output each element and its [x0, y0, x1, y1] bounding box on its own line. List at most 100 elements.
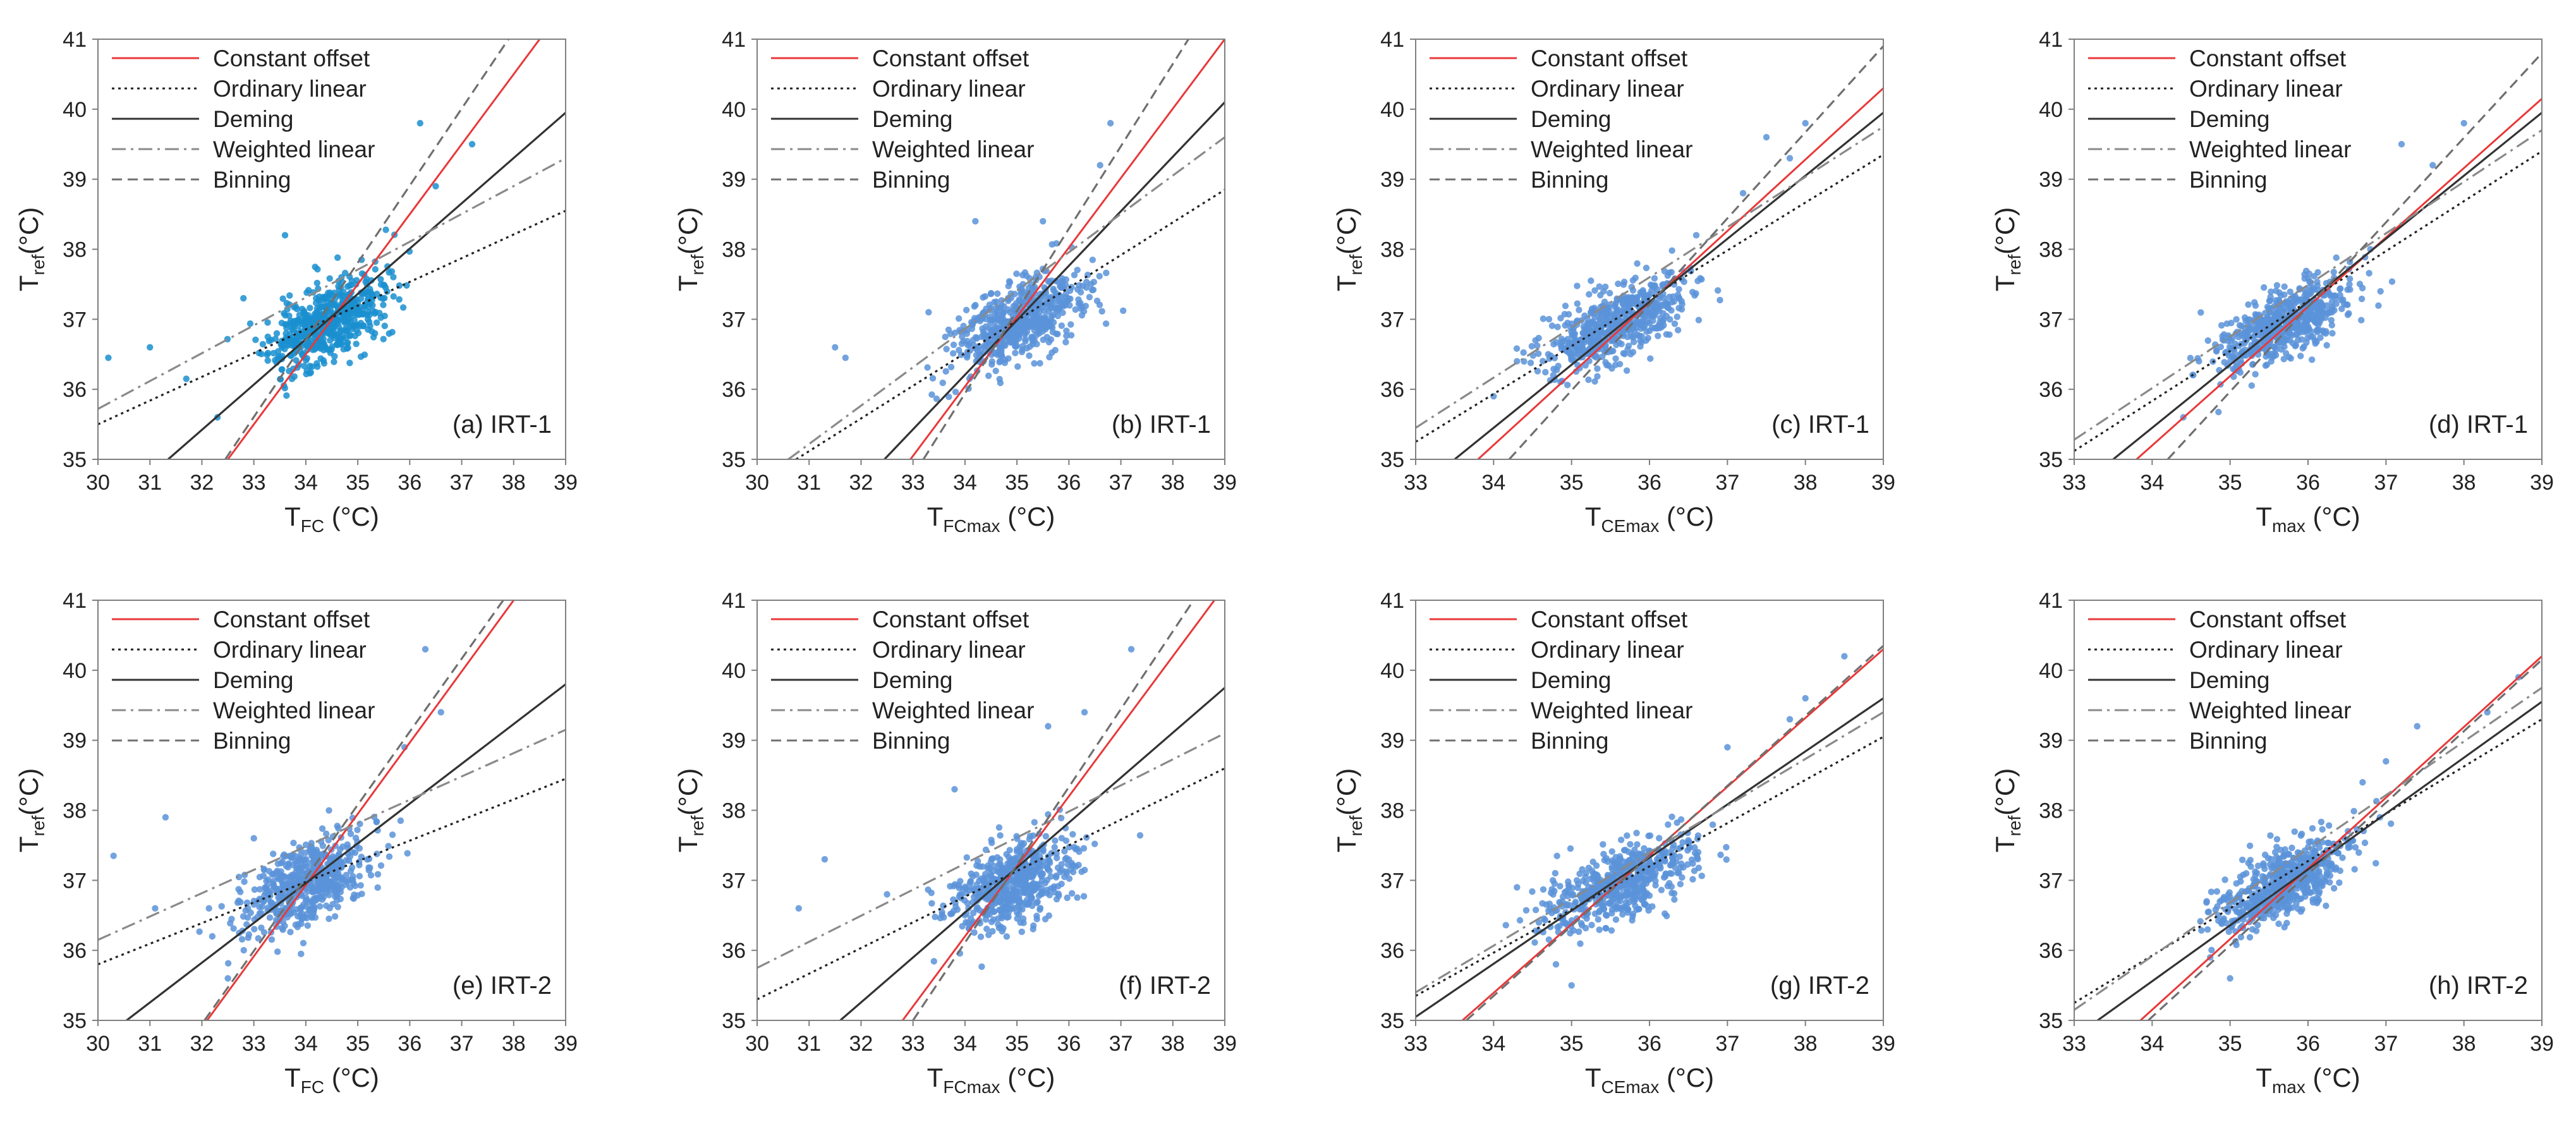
data-point — [1602, 911, 1610, 919]
data-point — [1562, 920, 1569, 927]
data-point — [928, 900, 935, 907]
data-point — [1583, 915, 1590, 922]
data-point — [2196, 358, 2202, 365]
data-point — [2305, 308, 2312, 315]
data-point — [1652, 882, 1659, 889]
data-point — [2298, 329, 2305, 335]
data-point — [1556, 898, 1563, 906]
data-point — [1041, 307, 1048, 314]
data-point — [357, 882, 364, 889]
y-tick-label: 40 — [63, 98, 87, 122]
data-point — [1045, 857, 1052, 864]
legend-label-weighted: Weighted linear — [213, 698, 375, 723]
legend-label-ordinary: Ordinary linear — [213, 76, 367, 102]
data-point — [2299, 862, 2306, 870]
data-point — [325, 915, 332, 922]
data-point — [1568, 354, 1576, 361]
data-point — [1646, 832, 1654, 839]
data-point — [1692, 232, 1700, 239]
data-point — [1016, 892, 1023, 899]
data-point — [2305, 843, 2312, 850]
x-tick-label: 34 — [294, 471, 318, 495]
data-point — [2260, 860, 2267, 867]
data-point — [240, 294, 247, 302]
data-point — [1513, 345, 1521, 352]
data-point — [1549, 877, 1557, 884]
x-tick-label: 35 — [346, 1032, 370, 1056]
data-point — [390, 274, 397, 281]
data-point — [298, 920, 305, 928]
data-point — [1025, 899, 1032, 906]
legend-label-weighted: Weighted linear — [213, 136, 375, 162]
data-point — [1066, 843, 1073, 851]
data-point — [1668, 883, 1675, 890]
data-point — [1076, 848, 1083, 855]
data-point — [347, 867, 355, 875]
data-point — [347, 830, 355, 837]
data-point — [997, 379, 1004, 387]
plot-frame-b — [756, 39, 1225, 460]
data-point — [325, 292, 333, 299]
data-point — [1655, 862, 1663, 869]
data-point — [1629, 294, 1636, 301]
data-point — [379, 295, 386, 302]
data-point — [238, 936, 246, 943]
legend-label-constant: Constant offset — [213, 607, 370, 632]
data-point — [1552, 869, 1559, 877]
line-deming-f — [839, 687, 1225, 1020]
data-point — [251, 926, 258, 933]
data-point — [385, 842, 392, 850]
data-point — [2281, 343, 2288, 351]
y-tick-label: 41 — [63, 589, 87, 613]
data-point — [1550, 341, 1557, 348]
data-point — [1578, 922, 1586, 929]
y-tick-label: 39 — [1380, 729, 1404, 753]
data-point — [947, 363, 955, 371]
data-point — [183, 375, 190, 382]
x-tick-label: 35 — [1005, 471, 1029, 495]
legend-label-constant: Constant offset — [1531, 607, 1688, 632]
data-point — [1559, 893, 1567, 900]
data-point — [380, 335, 387, 342]
data-point — [360, 322, 367, 329]
x-tick-label: 37 — [2374, 471, 2398, 495]
data-point — [1620, 306, 1627, 313]
data-point — [2309, 825, 2316, 832]
data-point — [1668, 861, 1675, 868]
data-point — [384, 263, 391, 270]
data-point — [297, 332, 304, 339]
data-point — [2227, 975, 2233, 982]
data-point — [990, 867, 997, 875]
legend-label-constant: Constant offset — [872, 45, 1030, 71]
data-point — [1060, 284, 1068, 292]
data-point — [1540, 315, 1547, 322]
data-point — [1006, 279, 1014, 286]
data-point — [1644, 860, 1651, 867]
data-point — [2343, 301, 2350, 308]
y-tick-label: 39 — [63, 168, 87, 192]
data-point — [1566, 902, 1574, 909]
data-point — [2226, 889, 2233, 896]
data-point — [352, 835, 360, 842]
data-point — [361, 351, 368, 358]
legend-label-deming: Deming — [2189, 106, 2270, 132]
data-point — [1580, 323, 1587, 330]
x-tick-label: 39 — [1213, 471, 1237, 495]
data-point — [928, 391, 935, 398]
data-point — [346, 853, 354, 860]
data-point — [382, 226, 389, 233]
data-point — [2311, 883, 2319, 890]
x-tick-label: 35 — [1560, 1032, 1584, 1056]
data-point — [1641, 296, 1648, 303]
data-point — [2326, 309, 2333, 316]
data-point — [2351, 866, 2358, 873]
data-point — [992, 328, 999, 335]
data-point — [312, 263, 319, 270]
line-deming-h — [2097, 701, 2542, 1020]
data-point — [2292, 331, 2300, 338]
data-point — [2247, 857, 2254, 864]
data-point — [2287, 288, 2293, 296]
